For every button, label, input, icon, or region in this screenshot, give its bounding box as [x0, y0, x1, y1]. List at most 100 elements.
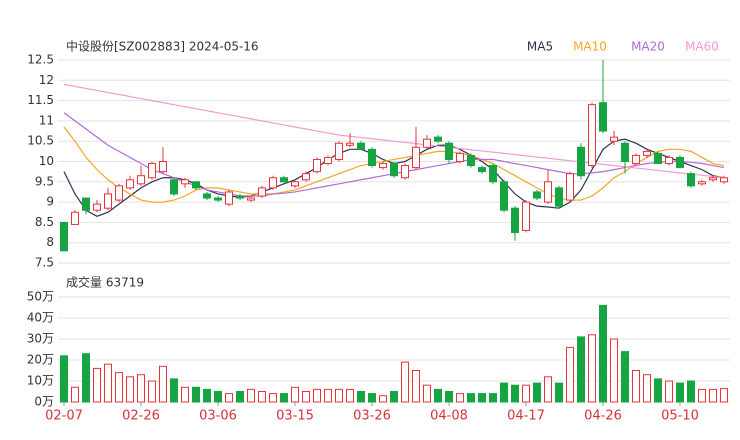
volume-bar	[225, 393, 233, 403]
chart-title: 中设股份[SZ002883] 2024-05-16	[66, 39, 259, 54]
candle-body	[159, 161, 167, 173]
candle-body	[126, 179, 134, 189]
candle-body	[467, 154, 475, 167]
volume-bar	[412, 370, 420, 403]
volume-title: 成交量 63719	[66, 275, 144, 290]
candle-body	[181, 179, 189, 185]
x-tick-label: 04-26	[584, 409, 622, 424]
y-tick-label: 40万	[27, 311, 54, 325]
candle-body	[170, 179, 178, 195]
volume-bar	[566, 346, 574, 403]
candle-body	[577, 146, 585, 177]
volume-bar	[82, 353, 90, 403]
candle-body	[610, 136, 618, 142]
y-tick-label: 30万	[27, 332, 54, 346]
volume-bar	[203, 388, 211, 403]
candle-body	[445, 142, 453, 160]
volume-bar	[137, 374, 145, 403]
candle-body	[489, 165, 497, 183]
volume-bar	[291, 386, 299, 403]
volume-bar	[335, 388, 343, 403]
volume-bar	[599, 304, 607, 403]
volume-bar	[214, 391, 222, 403]
candle-body	[511, 207, 519, 234]
volume-bar	[247, 388, 255, 403]
volume-bar	[687, 380, 695, 403]
candle-body	[379, 163, 387, 169]
candle-body	[71, 211, 79, 225]
candle-body	[621, 142, 629, 162]
candle-body	[566, 173, 574, 201]
y-tick-label: 10	[39, 154, 54, 168]
y-tick-label: 7.5	[35, 256, 54, 270]
volume-bar	[236, 391, 244, 403]
volume-bar	[379, 395, 387, 403]
volume-bar	[489, 393, 497, 403]
candle-body	[412, 146, 420, 169]
volume-bar	[401, 361, 409, 403]
y-tick-label: 20万	[27, 353, 54, 367]
candle-body	[390, 163, 398, 177]
y-tick-label: 12	[39, 73, 54, 87]
legend-entry: MA10	[573, 40, 607, 54]
candle-body	[269, 177, 277, 189]
volume-bar	[324, 388, 332, 403]
volume-bar	[654, 378, 662, 403]
candle-body	[324, 156, 332, 165]
x-tick-label: 04-08	[430, 409, 468, 424]
x-tick-label: 03-15	[276, 409, 314, 424]
volume-bar	[280, 393, 288, 403]
y-tick-label: 11.5	[27, 93, 54, 107]
volume-bar	[368, 393, 376, 403]
candle-body	[643, 150, 651, 156]
y-tick-label: 50万	[27, 290, 54, 304]
volume-bar	[115, 372, 123, 403]
volume-bar	[467, 393, 475, 403]
candle-body	[401, 165, 409, 179]
volume-bar	[346, 388, 354, 403]
y-tick-label: 8	[46, 235, 54, 249]
candle-body	[720, 177, 728, 183]
candle-body	[533, 191, 541, 199]
volume-bar	[577, 336, 585, 403]
candle-body	[148, 163, 156, 179]
y-tick-label: 12.5	[27, 53, 54, 67]
candle-body	[665, 156, 673, 165]
candle-body	[434, 136, 442, 142]
candle-body	[368, 148, 376, 167]
volume-bar	[423, 384, 431, 403]
ma-line	[63, 126, 725, 203]
candle-body	[280, 177, 288, 183]
volume-bar	[93, 367, 101, 403]
candle-body	[555, 187, 563, 207]
candle-body	[544, 181, 552, 203]
candle-body	[456, 152, 464, 163]
volume-bar	[159, 365, 167, 403]
candle-body	[236, 195, 244, 199]
candle-body	[60, 221, 68, 252]
volume-bar	[610, 338, 618, 403]
y-tick-label: 11	[39, 113, 54, 127]
volume-bar	[621, 351, 629, 403]
legend-entry: MA5	[527, 40, 553, 54]
volume-bar	[434, 388, 442, 403]
volume-bar	[390, 391, 398, 403]
volume-bar	[665, 380, 673, 403]
ma-line	[63, 83, 725, 179]
candle-body	[654, 152, 662, 165]
volume-bar	[544, 376, 552, 403]
x-tick-label: 03-26	[353, 409, 391, 424]
volume-bar	[478, 393, 486, 403]
candle-body	[115, 185, 123, 201]
volume-bar	[181, 386, 189, 403]
volume-bar	[588, 334, 596, 403]
y-tick-label: 9	[46, 195, 54, 209]
volume-bar	[720, 388, 728, 403]
y-tick-label: 10万	[27, 374, 54, 388]
legend-entry: MA20	[631, 40, 665, 54]
candle-body	[357, 142, 365, 150]
volume-bar	[192, 386, 200, 403]
candle-body	[599, 102, 607, 132]
y-tick-label: 10.5	[27, 134, 54, 148]
